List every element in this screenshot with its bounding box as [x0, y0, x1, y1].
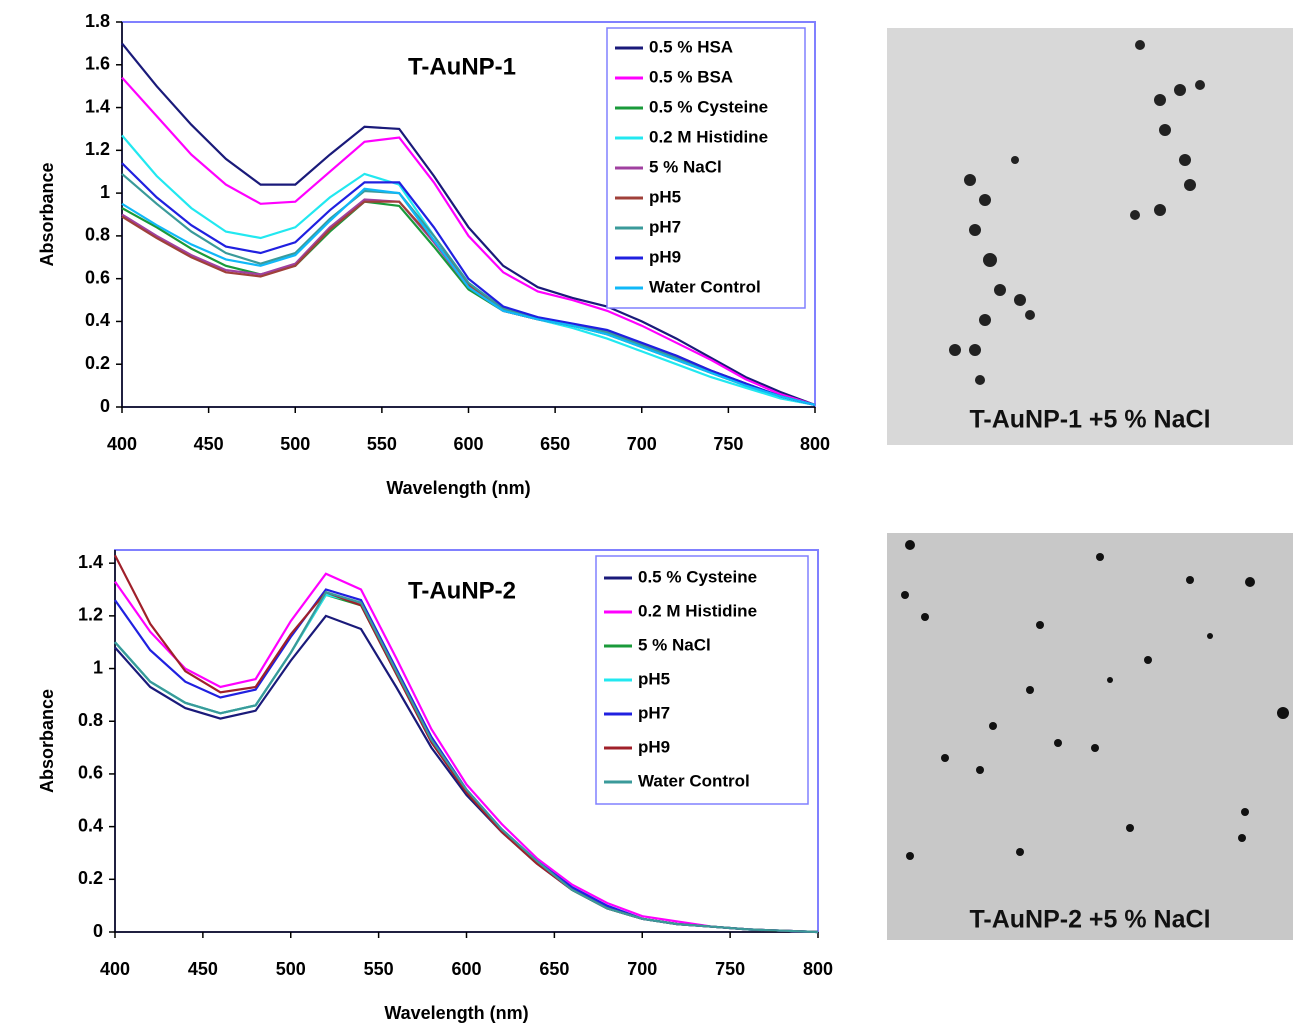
legend-label: 0.5 % BSA [649, 67, 733, 86]
legend-label: pH7 [638, 703, 670, 722]
legend-label: pH5 [638, 669, 670, 688]
series-line [121, 162, 816, 406]
y-tick-label: 1.2 [85, 139, 110, 159]
legend-label: pH7 [649, 217, 681, 236]
x-tick-label: 750 [713, 434, 743, 454]
y-tick-label: 0.6 [78, 763, 103, 783]
y-tick-label: 0.6 [85, 267, 110, 287]
x-tick-label: 400 [100, 959, 130, 979]
x-tick-label: 700 [627, 959, 657, 979]
y-axis-title: Absorbance [37, 689, 57, 793]
legend-label: pH9 [649, 247, 681, 266]
x-tick-label: 650 [540, 434, 570, 454]
legend-label: Water Control [638, 771, 750, 790]
x-tick-label: 800 [800, 434, 830, 454]
y-tick-label: 0.4 [78, 815, 103, 835]
y-tick-label: 0.2 [78, 868, 103, 888]
y-tick-label: 1.6 [85, 54, 110, 74]
y-tick-label: 1.4 [85, 96, 110, 116]
x-tick-label: 500 [276, 959, 306, 979]
chart-title: T-AuNP-2 [408, 577, 516, 604]
x-tick-label: 400 [107, 434, 137, 454]
x-tick-label: 600 [451, 959, 481, 979]
series-line [121, 187, 816, 406]
x-tick-label: 700 [627, 434, 657, 454]
legend-label: 0.5 % HSA [649, 37, 733, 56]
legend-label: pH5 [649, 187, 681, 206]
chart-title: T-AuNP-1 [408, 53, 516, 80]
x-tick-label: 750 [715, 959, 745, 979]
y-tick-label: 0.4 [85, 310, 110, 330]
y-tick-label: 1 [93, 657, 103, 677]
tem-image [887, 533, 1293, 940]
nanoparticles [949, 40, 1205, 385]
tem-image [887, 28, 1293, 445]
x-tick-label: 450 [188, 959, 218, 979]
x-tick-label: 600 [453, 434, 483, 454]
legend-label: 5 % NaCl [649, 157, 722, 176]
x-tick-label: 650 [539, 959, 569, 979]
series-line [114, 590, 819, 934]
legend-label: 5 % NaCl [638, 635, 711, 654]
y-axis-title: Absorbance [37, 162, 57, 266]
x-tick-label: 500 [280, 434, 310, 454]
y-tick-label: 1 [100, 182, 110, 202]
x-tick-label: 550 [364, 959, 394, 979]
y-tick-label: 0.8 [85, 225, 110, 245]
y-tick-label: 1.2 [78, 605, 103, 625]
legend-label: 0.2 M Histidine [638, 601, 757, 620]
image-caption: T-AuNP-2 +5 % NaCl [969, 906, 1210, 934]
y-tick-label: 0.8 [78, 710, 103, 730]
nanoparticles [901, 540, 1289, 860]
y-tick-label: 1.8 [85, 11, 110, 31]
x-axis-title: Wavelength (nm) [384, 1003, 528, 1023]
x-tick-label: 550 [367, 434, 397, 454]
legend-label: 0.5 % Cysteine [649, 97, 768, 116]
x-axis-title: Wavelength (nm) [386, 478, 530, 498]
x-tick-label: 800 [803, 959, 833, 979]
y-tick-label: 0 [100, 396, 110, 416]
image-caption: T-AuNP-1 +5 % NaCl [969, 406, 1210, 434]
legend-label: 0.5 % Cysteine [638, 567, 757, 586]
y-tick-label: 1.4 [78, 552, 103, 572]
legend-label: Water Control [649, 277, 761, 296]
y-tick-label: 0 [93, 921, 103, 941]
series-line [121, 42, 816, 406]
y-tick-label: 0.2 [85, 353, 110, 373]
legend-label: 0.2 M Histidine [649, 127, 768, 146]
x-tick-label: 450 [194, 434, 224, 454]
legend-label: pH9 [638, 737, 670, 756]
series-line [121, 76, 816, 406]
